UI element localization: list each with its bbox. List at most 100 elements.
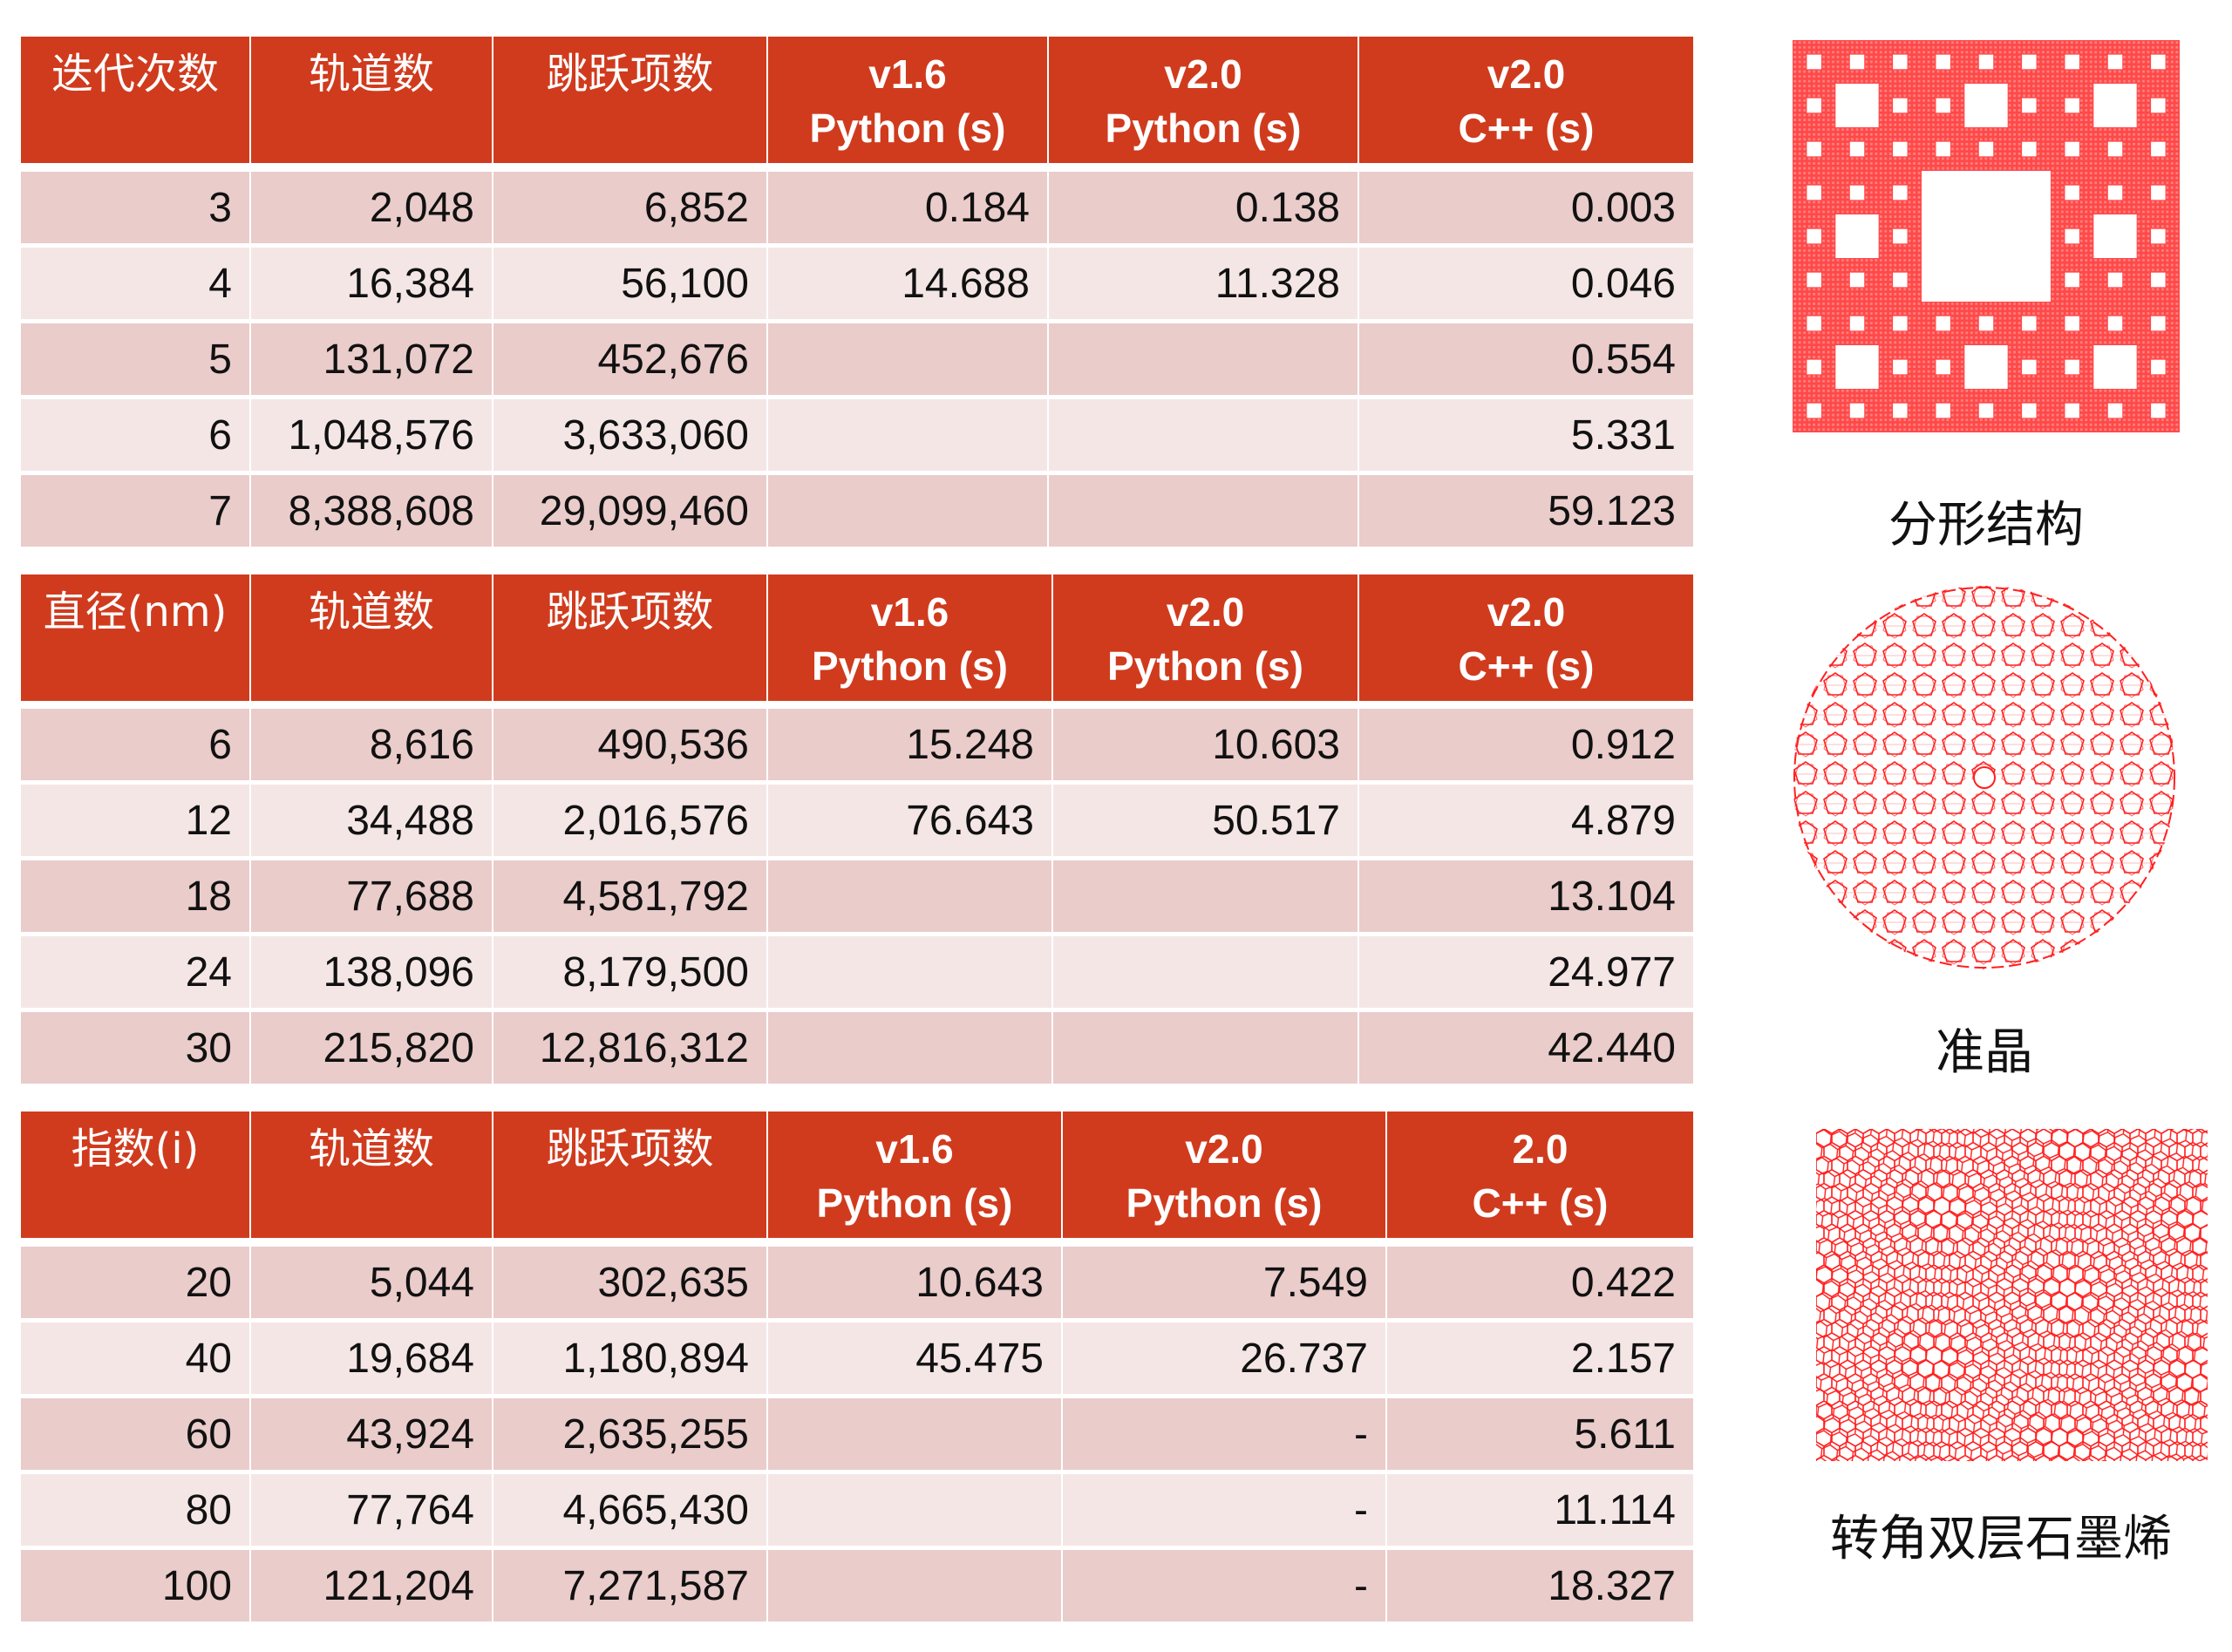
cell: 24.977 xyxy=(1359,936,1693,1008)
cell: 12,816,312 xyxy=(493,1012,766,1084)
cell: 60 xyxy=(21,1398,249,1470)
cell: 2,048 xyxy=(251,172,492,243)
caption-quasicrystal: 准晶 xyxy=(1936,1024,2033,1081)
header-iterations: 迭代次数 xyxy=(21,37,249,163)
header-diameter: 直径(nm) xyxy=(21,574,249,701)
table-row: 60 43,924 2,635,255 - 5.611 xyxy=(21,1398,1693,1470)
cell xyxy=(768,1012,1051,1084)
cell: 45.475 xyxy=(768,1322,1061,1394)
cell xyxy=(768,1398,1061,1470)
cell: 490,536 xyxy=(493,709,766,780)
cell: 8,179,500 xyxy=(493,936,766,1008)
cell: 0.003 xyxy=(1359,172,1693,243)
cell: 15.248 xyxy=(768,709,1051,780)
header-v20-cpp: v2.0 C++ (s) xyxy=(1359,574,1693,701)
cell: 10.643 xyxy=(768,1247,1061,1318)
cell: 131,072 xyxy=(251,323,492,395)
cell: 0.422 xyxy=(1387,1247,1693,1318)
cell: - xyxy=(1063,1474,1385,1546)
table-row: 24 138,096 8,179,500 24.977 xyxy=(21,936,1693,1008)
cell: 10.603 xyxy=(1053,709,1358,780)
table-row: 4 16,384 56,100 14.688 11.328 0.046 xyxy=(21,248,1693,319)
header-orbitals: 轨道数 xyxy=(251,1112,492,1238)
cell: 77,688 xyxy=(251,860,492,932)
cell: 18 xyxy=(21,860,249,932)
cell: 0.138 xyxy=(1049,172,1358,243)
header-v16-python: v1.6 Python (s) xyxy=(768,574,1051,701)
table-header: 指数(i) 轨道数 跳跃项数 v1.6 Python (s) v2.0 Pyth… xyxy=(21,1112,1693,1238)
header-20-cpp: 2.0 C++ (s) xyxy=(1387,1112,1693,1238)
cell xyxy=(1049,323,1358,395)
cell: 42.440 xyxy=(1359,1012,1693,1084)
table-row: 100 121,204 7,271,587 - 18.327 xyxy=(21,1550,1693,1621)
cell: 138,096 xyxy=(251,936,492,1008)
table-header: 直径(nm) 轨道数 跳跃项数 v1.6 Python (s) v2.0 Pyt… xyxy=(21,574,1693,701)
cell: 29,099,460 xyxy=(493,475,766,547)
cell: 19,684 xyxy=(251,1322,492,1394)
cell: 11.328 xyxy=(1049,248,1358,319)
table-row: 12 34,488 2,016,576 76.643 50.517 4.879 xyxy=(21,785,1693,856)
cell: 4.879 xyxy=(1359,785,1693,856)
table-row: 6 8,616 490,536 15.248 10.603 0.912 xyxy=(21,709,1693,780)
cell: 77,764 xyxy=(251,1474,492,1546)
cell: 76.643 xyxy=(768,785,1051,856)
header-orbitals: 轨道数 xyxy=(251,574,492,701)
cell: 8,388,608 xyxy=(251,475,492,547)
cell: 50.517 xyxy=(1053,785,1358,856)
cell: 452,676 xyxy=(493,323,766,395)
header-v16-python: v1.6 Python (s) xyxy=(768,37,1047,163)
cell: 4 xyxy=(21,248,249,319)
cell: 14.688 xyxy=(768,248,1047,319)
header-v20-python: v2.0 Python (s) xyxy=(1053,574,1358,701)
cell xyxy=(768,860,1051,932)
table-row: 20 5,044 302,635 10.643 7.549 0.422 xyxy=(21,1247,1693,1318)
cell: - xyxy=(1063,1398,1385,1470)
header-v20-python: v2.0 Python (s) xyxy=(1049,37,1358,163)
cell: 13.104 xyxy=(1359,860,1693,932)
twisted-bilayer-graphene-moire-icon xyxy=(1816,1129,2208,1461)
cell: 7,271,587 xyxy=(493,1550,766,1621)
cell: 40 xyxy=(21,1322,249,1394)
cell: 34,488 xyxy=(251,785,492,856)
cell: - xyxy=(1063,1550,1385,1621)
cell: 6,852 xyxy=(493,172,766,243)
cell: 18.327 xyxy=(1387,1550,1693,1621)
cell: 2,635,255 xyxy=(493,1398,766,1470)
table-row: 80 77,764 4,665,430 - 11.114 xyxy=(21,1474,1693,1546)
cell: 1,048,576 xyxy=(251,399,492,471)
cell: 3,633,060 xyxy=(493,399,766,471)
sierpinski-carpet-fractal-icon xyxy=(1793,40,2180,432)
header-hoppings: 跳跃项数 xyxy=(493,37,766,163)
table-row: 18 77,688 4,581,792 13.104 xyxy=(21,860,1693,932)
header-hoppings: 跳跃项数 xyxy=(493,574,766,701)
header-index: 指数(i) xyxy=(21,1112,249,1238)
cell: 0.554 xyxy=(1359,323,1693,395)
cell: 2,016,576 xyxy=(493,785,766,856)
table-row: 3 2,048 6,852 0.184 0.138 0.003 xyxy=(21,172,1693,243)
cell: 0.184 xyxy=(768,172,1047,243)
header-orbitals: 轨道数 xyxy=(251,37,492,163)
cell: 56,100 xyxy=(493,248,766,319)
table-row: 40 19,684 1,180,894 45.475 26.737 2.157 xyxy=(21,1322,1693,1394)
header-v20-cpp: v2.0 C++ (s) xyxy=(1359,37,1693,163)
cell xyxy=(768,399,1047,471)
header-hoppings: 跳跃项数 xyxy=(493,1112,766,1238)
cell xyxy=(768,475,1047,547)
table-header: 迭代次数 轨道数 跳跃项数 v1.6 Python (s) v2.0 Pytho… xyxy=(21,37,1693,163)
cell: 1,180,894 xyxy=(493,1322,766,1394)
cell xyxy=(1053,1012,1358,1084)
cell: 0.912 xyxy=(1359,709,1693,780)
table-row: 6 1,048,576 3,633,060 5.331 xyxy=(21,399,1693,471)
cell xyxy=(1049,399,1358,471)
cell xyxy=(768,936,1051,1008)
cell: 16,384 xyxy=(251,248,492,319)
cell xyxy=(1053,860,1358,932)
cell: 4,665,430 xyxy=(493,1474,766,1546)
cell: 2.157 xyxy=(1387,1322,1693,1394)
cell xyxy=(1053,936,1358,1008)
cell: 7.549 xyxy=(1063,1247,1385,1318)
quasicrystal-lattice-icon xyxy=(1791,581,2178,974)
table-row: 7 8,388,608 29,099,460 59.123 xyxy=(21,475,1693,547)
cell: 3 xyxy=(21,172,249,243)
cell: 6 xyxy=(21,399,249,471)
